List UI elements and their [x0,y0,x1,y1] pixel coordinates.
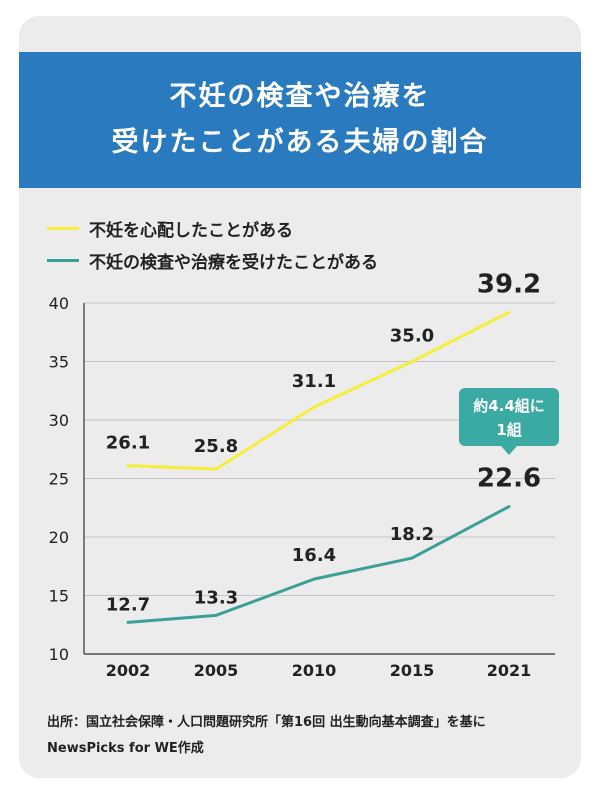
legend-item-worried: 不妊を心配したことがある [47,212,378,244]
data-label: 31.1 [292,371,336,392]
source-line-1: 出所：国立社会保障・人口問題研究所「第16回 出生動向基本調査」を基に [47,715,486,730]
data-label: 39.2 [477,269,541,299]
data-label: 12.7 [106,594,150,615]
legend-swatch-treated [47,258,79,262]
legend-swatch-worried [47,226,79,230]
data-label: 35.0 [390,326,434,347]
y-tick-label: 40 [49,294,69,313]
callout-bubble [459,388,559,446]
y-tick-label: 20 [49,528,69,547]
series-line-treated [126,505,511,624]
y-tick-label: 30 [49,411,69,430]
y-tick-label: 25 [49,470,69,489]
title-banner: 不妊の検査や治療を 受けたことがある夫婦の割合 [19,52,581,188]
y-tick-label: 35 [49,353,69,372]
legend-label-worried: 不妊を心配したことがある [89,220,293,241]
data-label: 13.3 [194,587,238,608]
x-tick-label: 2010 [292,661,337,680]
source-note: 出所：国立社会保障・人口問題研究所「第16回 出生動向基本調査」を基に News… [47,710,567,762]
chart-card: 不妊の検査や治療を 受けたことがある夫婦の割合 不妊を心配したことがある 不妊の… [19,16,581,778]
callout-line-2: 1組 [496,421,521,439]
x-tick-label: 2015 [390,661,435,680]
data-label: 18.2 [390,524,434,545]
title-line-2: 受けたことがある夫婦の割合 [111,127,489,158]
series-line-worried [126,310,511,471]
callout-line-1: 約4.4組に [473,397,545,415]
callout-pointer [501,446,517,455]
title-line-1: 不妊の検査や治療を [169,81,431,112]
legend-label-treated: 不妊の検査や治療を受けたことがある [89,252,378,273]
source-line-2: NewsPicks for WE作成 [47,741,204,756]
data-label: 26.1 [106,433,150,454]
data-label: 16.4 [292,545,336,566]
y-tick-label: 15 [49,587,69,606]
legend: 不妊を心配したことがある 不妊の検査や治療を受けたことがある [47,212,378,276]
x-tick-label: 2021 [487,661,532,680]
legend-item-treated: 不妊の検査や治療を受けたことがある [47,244,378,276]
y-tick-label: 10 [49,645,69,664]
line-chart: 10 15 20 25 30 35 40 2002 2005 2010 2015 2021 26.1 25… [49,269,559,680]
data-label: 22.6 [477,464,541,494]
x-tick-label: 2005 [194,661,239,680]
data-label: 25.8 [194,436,238,457]
x-tick-label: 2002 [106,661,151,680]
